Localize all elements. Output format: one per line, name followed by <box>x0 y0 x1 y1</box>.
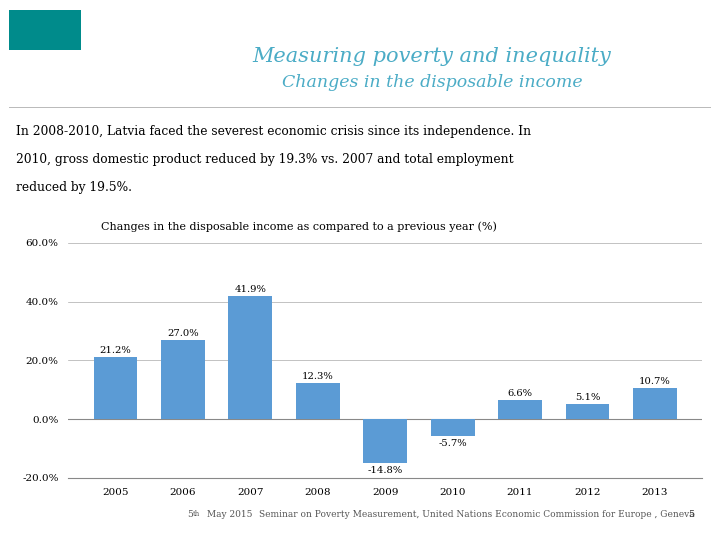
Text: Seminar on Poverty Measurement, United Nations Economic Commission for Europe , : Seminar on Poverty Measurement, United N… <box>259 510 695 518</box>
Text: 5.1%: 5.1% <box>575 393 600 402</box>
Bar <box>364 419 407 463</box>
Text: In 2008-2010, Latvia faced the severest economic crisis since its independence. : In 2008-2010, Latvia faced the severest … <box>16 125 531 138</box>
Text: 21.2%: 21.2% <box>99 346 132 355</box>
Bar <box>228 296 272 419</box>
Text: Changes in the disposable income as compared to a previous year (%): Changes in the disposable income as comp… <box>101 221 497 232</box>
Text: 5: 5 <box>187 510 193 518</box>
Bar <box>431 419 474 436</box>
Bar <box>296 383 340 419</box>
Text: 5: 5 <box>688 510 695 518</box>
Text: May 2015: May 2015 <box>204 510 253 518</box>
Text: -14.8%: -14.8% <box>368 465 402 475</box>
Text: -5.7%: -5.7% <box>438 439 467 448</box>
Text: Measuring poverty and inequality: Measuring poverty and inequality <box>253 47 611 66</box>
Text: Changes in the disposable income: Changes in the disposable income <box>282 73 582 91</box>
Bar <box>633 388 677 419</box>
Text: 27.0%: 27.0% <box>167 329 199 338</box>
Text: th: th <box>193 510 200 518</box>
Bar <box>565 404 609 419</box>
Bar <box>94 357 138 419</box>
Bar <box>498 400 542 419</box>
Text: 6.6%: 6.6% <box>508 389 533 398</box>
Bar <box>161 340 205 419</box>
Text: 10.7%: 10.7% <box>639 377 671 386</box>
Text: reduced by 19.5%.: reduced by 19.5%. <box>16 181 132 194</box>
Text: 2010, gross domestic product reduced by 19.3% vs. 2007 and total employment: 2010, gross domestic product reduced by … <box>16 153 513 166</box>
Text: 12.3%: 12.3% <box>302 372 333 381</box>
Text: 41.9%: 41.9% <box>235 285 266 294</box>
